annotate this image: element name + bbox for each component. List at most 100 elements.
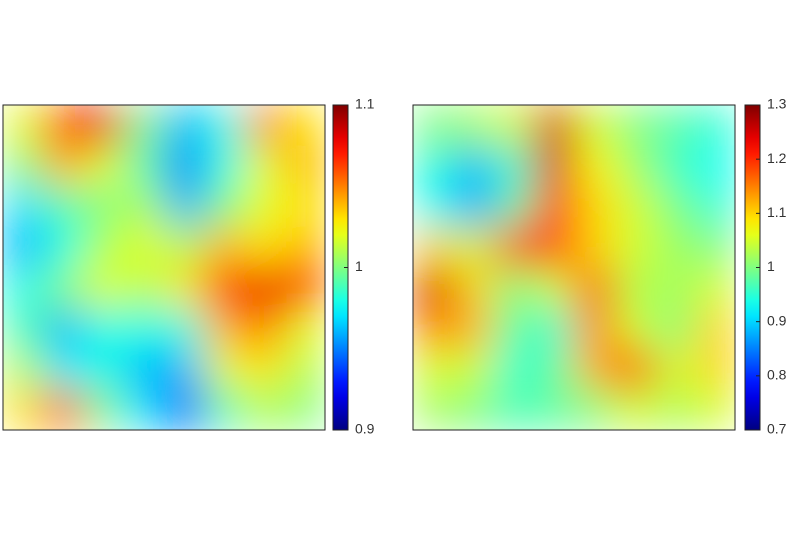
heatmap-cell [694, 226, 735, 268]
heatmap-cell [83, 389, 125, 430]
heatmap-cell [453, 145, 494, 187]
heatmap-cell [284, 389, 325, 430]
heatmap-cell [413, 389, 454, 430]
heatmap-cell [164, 186, 205, 228]
heatmap-cell [413, 267, 454, 309]
heatmap-cell [614, 226, 655, 268]
heatmap-cell [694, 145, 735, 187]
heatmap-cell [284, 145, 325, 187]
heatmap-cell [614, 105, 655, 147]
heatmap-cell [453, 389, 494, 430]
heatmap-cell [654, 226, 696, 268]
heatmap-cell [654, 186, 696, 228]
colorbar-tick-label: 0.7 [767, 421, 787, 437]
heatmap-cell [533, 308, 575, 350]
heatmap-cell [654, 105, 696, 147]
heatmap-cells [413, 105, 735, 430]
heatmap-cell [654, 145, 696, 187]
heatmap-cell [694, 105, 735, 147]
heatmap-cell [284, 226, 325, 268]
heatmap-cells [3, 105, 325, 430]
heatmap-cell [694, 267, 735, 309]
heatmap-cell [574, 267, 615, 309]
panel-frame [412, 104, 736, 431]
heatmap-cell [3, 145, 44, 187]
heatmap-cell [164, 389, 205, 430]
heatmap-cell [83, 308, 125, 350]
heatmap-cell [453, 308, 494, 350]
colorbar-tick-label: 1.1 [767, 204, 787, 220]
heatmap-cell [204, 105, 245, 147]
heatmap-cell [413, 348, 454, 390]
heatmap-cell [83, 267, 125, 309]
heatmap-cell [413, 226, 454, 268]
heatmap-cell [413, 308, 454, 350]
heatmap-cell [453, 267, 494, 309]
heatmap-cell [413, 186, 454, 228]
heatmap-cell [533, 145, 575, 187]
heatmap-cell [493, 186, 535, 228]
heatmap-cell [413, 145, 454, 187]
heatmap-cell [284, 105, 325, 147]
colorbar-tick-label: 0.8 [767, 367, 787, 383]
heatmap-cell [3, 186, 44, 228]
heatmap-cell [493, 348, 535, 390]
heatmap-cell [694, 348, 735, 390]
heatmap-cell [3, 105, 44, 147]
heatmap-cell [244, 348, 286, 390]
colorbar-tick-label: 1.1 [355, 96, 375, 112]
heatmap-cell [123, 348, 165, 390]
heatmap-cell [123, 389, 165, 430]
heatmap-cell [453, 348, 494, 390]
heatmap-cell [83, 145, 125, 187]
heatmap-cell [43, 389, 84, 430]
heatmap-cell [204, 389, 245, 430]
heatmap-cell [3, 226, 44, 268]
heatmap-cell [164, 145, 205, 187]
colorbar-tick-label: 0.9 [767, 312, 787, 328]
heatmap-cell [284, 348, 325, 390]
heatmap-cell [164, 308, 205, 350]
colorbar-tick-label: 1 [355, 258, 363, 274]
heatmap-cell [694, 186, 735, 228]
colorbar-tick-label: 1.2 [767, 150, 787, 166]
heatmap-cell [614, 308, 655, 350]
heatmap-cell [533, 226, 575, 268]
heatmap-cell [43, 186, 84, 228]
heatmap-cell [204, 226, 245, 268]
heatmap-cell [204, 145, 245, 187]
heatmap-cell [694, 308, 735, 350]
heatmap-cell [204, 308, 245, 350]
heatmap-cell [654, 389, 696, 430]
heatmap-cell [244, 389, 286, 430]
heatmap-cell [43, 267, 84, 309]
heatmap-cell [244, 226, 286, 268]
colorbar-tick-label: 0.9 [355, 421, 375, 437]
heatmap-cell [244, 145, 286, 187]
heatmap-cell [284, 186, 325, 228]
heatmap-cell [533, 348, 575, 390]
heatmap-cell [43, 226, 84, 268]
heatmap-cell [83, 105, 125, 147]
heatmap-cell [453, 186, 494, 228]
heatmap-cell [123, 308, 165, 350]
heatmap-cell [123, 226, 165, 268]
heatmap-cell [614, 348, 655, 390]
heatmap-panel [3, 105, 325, 430]
heatmap-cell [123, 105, 165, 147]
heatmap-cell [204, 267, 245, 309]
heatmap-cell [694, 389, 735, 430]
heatmap-cell [574, 389, 615, 430]
heatmap-cell [164, 267, 205, 309]
heatmap-cell [533, 186, 575, 228]
heatmap-cell [164, 348, 205, 390]
heatmap-cell [204, 186, 245, 228]
heatmap-cell [83, 186, 125, 228]
heatmap-cell [533, 389, 575, 430]
heatmap-cell [123, 145, 165, 187]
heatmap-cell [413, 105, 454, 147]
heatmap-cell [244, 308, 286, 350]
heatmap-cell [244, 186, 286, 228]
